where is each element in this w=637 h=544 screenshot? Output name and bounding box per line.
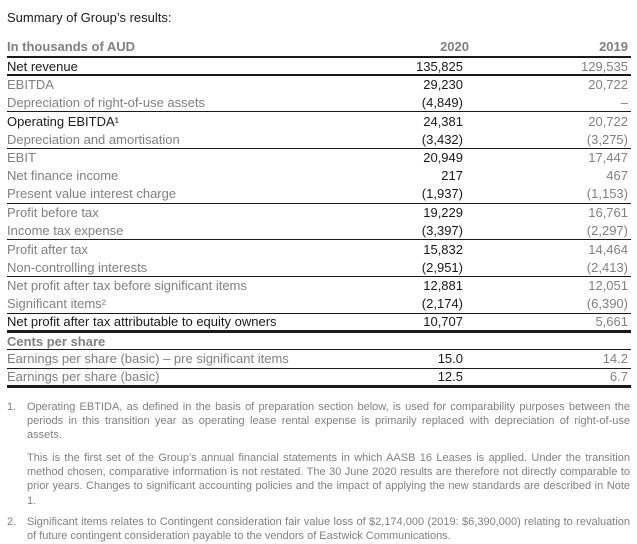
- value-2020: (4,849): [347, 93, 469, 113]
- row-label: Depreciation and amortisation: [7, 130, 347, 149]
- table-header-row: In thousands of AUD 2020 2019: [7, 37, 631, 58]
- row-label: Operating EBITDA¹: [7, 113, 119, 129]
- table-row: Net finance income 217 467: [7, 167, 631, 185]
- row-label: EBITDA: [7, 77, 54, 93]
- row-label: Significant items²: [7, 294, 347, 314]
- column-header-2020: 2020: [347, 37, 469, 58]
- row-label: Earnings per share (basic) – pre signifi…: [7, 349, 347, 369]
- table-row: Non-controlling interests (2,951) (2,413): [7, 258, 631, 278]
- row-label: Net profit after tax before significant …: [7, 278, 247, 294]
- footnote: 2. Significant items relates to Contingen…: [7, 515, 631, 544]
- table-row: Operating EBITDA¹ 24,381 20,722: [7, 112, 631, 130]
- column-header-units: In thousands of AUD: [7, 37, 347, 58]
- value-2020: (2,174): [347, 294, 469, 314]
- value-2020: (3,397): [347, 221, 469, 241]
- row-label: Present value interest charge: [7, 185, 347, 204]
- table-row: Income tax expense (3,397) (2,297): [7, 221, 631, 241]
- value-2019: –: [469, 93, 631, 113]
- table-row: Net profit after tax attributable to equ…: [7, 313, 631, 333]
- value-2019: (1,153): [469, 185, 631, 204]
- footnote-text: Operating EBTIDA, as defined in the basi…: [27, 400, 630, 507]
- value-2020: 217: [441, 168, 463, 184]
- footnote-text: Significant items relates to Contingent …: [27, 515, 630, 543]
- table-row: EBIT 20,949 17,447: [7, 148, 631, 166]
- value-2019: (2,413): [469, 258, 631, 278]
- value-2019: 5,661: [469, 313, 631, 333]
- table-body: Net revenue 135,825 129,535 EBITDA 29,230 20,…: [7, 57, 631, 388]
- value-2020: (3,432): [347, 130, 469, 149]
- value-2019: 20,722: [588, 113, 628, 129]
- row-label: Non-controlling interests: [7, 258, 347, 278]
- row-label: Profit before tax: [7, 205, 99, 221]
- table-row: Net profit after tax before significant …: [7, 277, 631, 295]
- value-2019: (2,297): [469, 221, 631, 241]
- footnotes: 1. Operating EBTIDA, as defined in the ba…: [7, 400, 631, 544]
- row-label: Net revenue: [7, 57, 347, 77]
- value-2020: 12.5: [347, 368, 469, 388]
- row-label: Profit after tax: [7, 241, 88, 257]
- value-2020: 29,230: [423, 77, 463, 93]
- table-row: Profit after tax 15,832 14,464: [7, 240, 631, 258]
- value-2019: (3,275): [469, 130, 631, 149]
- row-label: Income tax expense: [7, 221, 347, 241]
- value-2019: 14.2: [469, 349, 631, 369]
- column-header-2019: 2019: [469, 37, 631, 58]
- value-2020: 12,881: [423, 278, 463, 294]
- value-2019: 16,761: [588, 205, 628, 221]
- value-2019: 20,722: [588, 77, 628, 93]
- table-row: Significant items² (2,174) (6,390): [7, 294, 631, 314]
- table-row: Cents per share: [7, 331, 631, 351]
- row-label: Cents per share: [7, 331, 347, 351]
- row-label: Depreciation of right-of-use assets: [7, 93, 347, 113]
- row-label: Net profit after tax attributable to equ…: [7, 313, 347, 333]
- value-2019: 14,464: [588, 241, 628, 257]
- table-row: EBITDA 29,230 20,722: [7, 75, 631, 93]
- value-2020: 135,825: [347, 57, 469, 77]
- value-2020: 15,832: [423, 241, 463, 257]
- table-row: Profit before tax 19,229 16,761: [7, 203, 631, 221]
- value-2020: (2,951): [347, 258, 469, 278]
- footnote-marker: 1.: [7, 400, 17, 413]
- value-2019: 12,051: [588, 278, 628, 294]
- value-2020: 10,707: [347, 313, 469, 333]
- table-row: Earnings per share (basic) 12.5 6.7: [7, 368, 631, 388]
- results-table: In thousands of AUD 2020 2019 Net revenu…: [7, 37, 631, 388]
- value-2020: [347, 331, 469, 351]
- table-row: Earnings per share (basic) – pre signifi…: [7, 349, 631, 369]
- table-row: Net revenue 135,825 129,535: [7, 57, 631, 77]
- value-2020: 19,229: [423, 205, 463, 221]
- value-2020: 15.0: [347, 349, 469, 369]
- value-2020: (1,937): [347, 185, 469, 204]
- row-label: EBIT: [7, 150, 36, 166]
- value-2019: 17,447: [588, 150, 628, 166]
- footnote: 1. Operating EBTIDA, as defined in the ba…: [7, 400, 631, 508]
- table-row: Present value interest charge (1,937) (1,1…: [7, 185, 631, 204]
- value-2020: 20,949: [423, 150, 463, 166]
- value-2019: (6,390): [469, 294, 631, 314]
- footnote-marker: 2.: [7, 515, 17, 528]
- value-2019: 467: [606, 168, 628, 184]
- table-row: Depreciation and amortisation (3,432) (3,2…: [7, 130, 631, 149]
- value-2019: 129,535: [469, 57, 631, 77]
- page-title: Summary of Group’s results:: [7, 10, 172, 25]
- value-2019: 6.7: [469, 368, 631, 388]
- document-page: Summary of Group’s results: In thousands…: [7, 10, 631, 542]
- value-2020: 24,381: [423, 113, 463, 129]
- value-2019: [469, 331, 631, 351]
- table-row: Depreciation of right-of-use assets (4,84…: [7, 93, 631, 113]
- row-label: Earnings per share (basic): [7, 368, 347, 388]
- row-label: Net finance income: [7, 168, 119, 184]
